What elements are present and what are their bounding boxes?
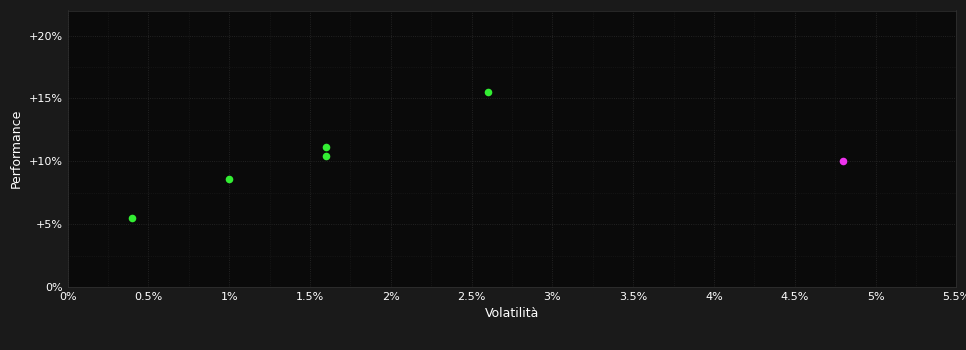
Point — [319, 154, 334, 159]
Y-axis label: Performance: Performance — [10, 109, 23, 188]
Point — [221, 176, 237, 182]
Point — [480, 89, 496, 95]
Point — [836, 159, 851, 164]
X-axis label: Volatilità: Volatilità — [485, 307, 539, 320]
Point — [319, 145, 334, 150]
Point — [125, 215, 140, 221]
